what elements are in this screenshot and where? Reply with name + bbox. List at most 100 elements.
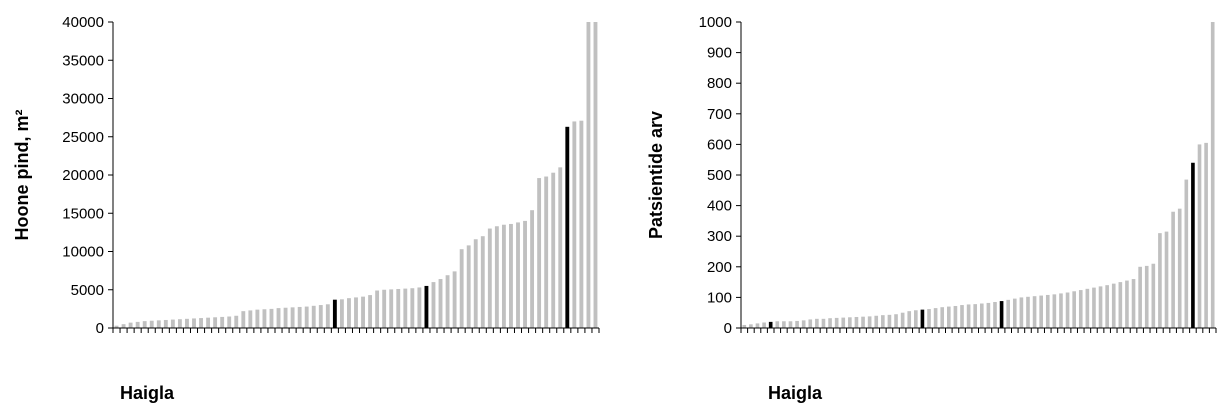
y-tick-label: 100 [707, 289, 732, 306]
bar [558, 167, 563, 328]
bar [821, 318, 826, 328]
bar [234, 315, 239, 328]
bar [466, 245, 471, 328]
bar [947, 306, 951, 328]
bar [1039, 295, 1043, 328]
bar [509, 223, 513, 328]
y-tick-label: 5000 [71, 282, 104, 299]
bar [114, 325, 119, 328]
bar [220, 316, 225, 328]
bar [537, 178, 542, 328]
bar [1171, 211, 1175, 328]
bar [808, 319, 813, 328]
bar [156, 320, 161, 328]
bar [801, 320, 806, 328]
y-tick-label: 400 [707, 198, 732, 215]
bar [494, 226, 499, 328]
y-tick-label: 900 [707, 45, 732, 62]
bar [389, 289, 394, 328]
y-tick-label: 35000 [62, 52, 104, 69]
bar [973, 304, 978, 328]
bar [410, 288, 415, 328]
bar [887, 314, 892, 328]
y-tick-label: 0 [96, 320, 104, 337]
bar [914, 310, 918, 328]
bar [1052, 294, 1057, 328]
bar [579, 120, 584, 328]
bar [848, 317, 852, 328]
bar [163, 319, 168, 328]
bar [762, 322, 766, 328]
bar [382, 289, 387, 328]
bar [128, 322, 133, 328]
y-tick-label: 15000 [62, 205, 104, 222]
bar [986, 302, 991, 328]
bar [775, 321, 780, 328]
bar [1210, 22, 1215, 328]
bar [375, 290, 380, 328]
y-tick-label: 600 [707, 136, 732, 153]
bar [993, 301, 997, 328]
bar [255, 309, 260, 328]
bar [417, 287, 422, 328]
bar [459, 249, 464, 328]
y-tick-label: 0 [724, 320, 732, 337]
bar [1164, 231, 1169, 328]
bar [1131, 279, 1136, 328]
bar [1197, 144, 1202, 328]
bar [1098, 286, 1103, 328]
x-axis-title: Haigla [768, 383, 823, 403]
bar [438, 279, 443, 328]
bar [593, 22, 598, 328]
bar [206, 317, 211, 328]
bar [894, 314, 898, 328]
bar [755, 323, 760, 328]
bar [881, 315, 885, 328]
bar [861, 316, 865, 328]
bar [501, 224, 506, 328]
bar [523, 220, 527, 328]
bar [586, 22, 591, 328]
bar [332, 299, 337, 328]
y-axis-title: Patsientide arv [646, 111, 666, 239]
bar [828, 318, 832, 328]
bar [1092, 287, 1096, 328]
bar [403, 288, 408, 328]
bar [213, 317, 218, 328]
y-tick-label: 40000 [62, 14, 104, 31]
bar [530, 210, 535, 328]
bar [516, 222, 520, 328]
bar [815, 318, 819, 328]
bar [1158, 233, 1162, 328]
bar [248, 310, 253, 328]
bar [841, 317, 846, 328]
bar [795, 320, 799, 328]
chart-building-area: 0 5000 10000 15000 20000 25000 30000 35000 40000… [12, 14, 600, 403]
bar [1204, 142, 1208, 328]
bar [1138, 266, 1142, 328]
bar [318, 305, 323, 328]
bar [874, 315, 879, 328]
bar [834, 317, 839, 328]
bar [1065, 292, 1070, 328]
bar [572, 121, 577, 328]
bar [290, 307, 295, 328]
bar [192, 318, 196, 328]
bar [396, 288, 401, 328]
bar [1177, 208, 1182, 328]
bar [551, 172, 556, 328]
bar [565, 126, 570, 328]
y-tick-label: 10000 [62, 244, 104, 261]
bar [269, 308, 274, 329]
bar [1125, 280, 1129, 328]
bar [1032, 296, 1037, 328]
bar [1072, 291, 1076, 328]
bar [1118, 282, 1123, 328]
bar [368, 295, 373, 328]
bar [241, 311, 246, 328]
bar [121, 324, 126, 328]
bar [960, 305, 964, 328]
bar [1184, 179, 1189, 328]
bar [304, 306, 309, 328]
